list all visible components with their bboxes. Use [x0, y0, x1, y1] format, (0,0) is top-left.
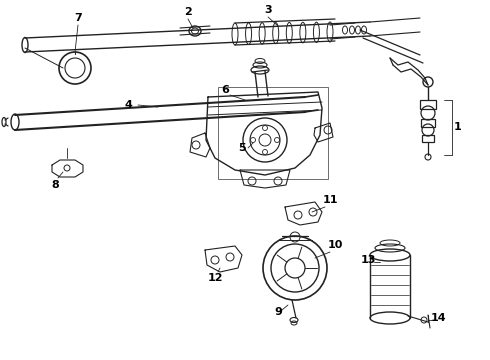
Text: 14: 14 [430, 313, 446, 323]
Bar [218, 87, 328, 179]
Text: 2: 2 [184, 7, 192, 17]
Bar [422, 135, 434, 142]
Text: 13: 13 [360, 255, 376, 265]
Text: 6: 6 [221, 85, 229, 95]
Text: 7: 7 [74, 13, 82, 23]
Text: 11: 11 [322, 195, 338, 205]
Text: 4: 4 [124, 100, 132, 110]
Bar [420, 100, 436, 109]
Text: 3: 3 [264, 5, 272, 15]
Text: 8: 8 [51, 180, 59, 190]
Text: 1: 1 [454, 122, 462, 132]
Text: 12: 12 [207, 273, 223, 283]
Text: 10: 10 [327, 240, 343, 250]
Bar [421, 119, 435, 127]
Text: 9: 9 [274, 307, 282, 317]
Text: 5: 5 [238, 143, 246, 153]
